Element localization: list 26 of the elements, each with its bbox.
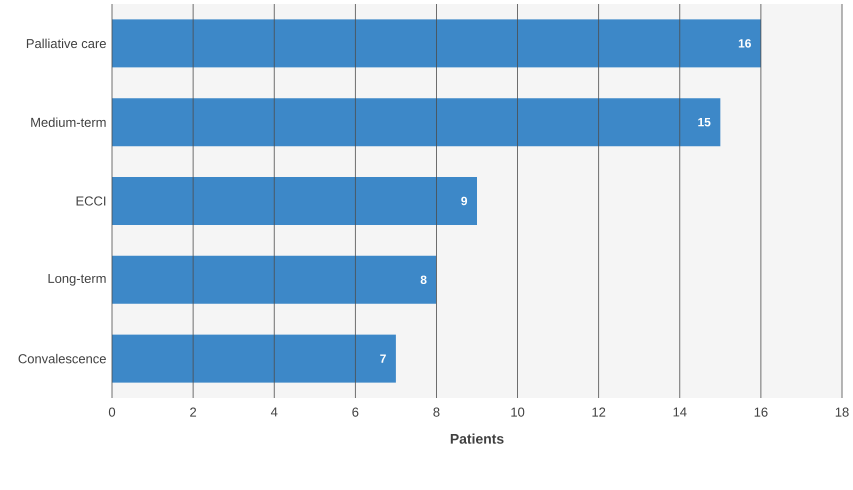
y-tick-label: Long-term	[48, 274, 106, 286]
x-tick-label: 2	[190, 408, 196, 417]
x-tick-label: 0	[108, 408, 116, 417]
data-label: 16	[738, 39, 751, 48]
y-tick-label: Medium-term	[31, 117, 106, 127]
x-tick-label: 10	[511, 408, 524, 417]
x-axis-title: Patients	[450, 434, 504, 444]
data-label: 7	[380, 354, 386, 363]
y-tick-label: Palliative care	[26, 38, 106, 48]
bar	[112, 177, 478, 226]
bar	[112, 256, 436, 304]
y-tick-label: ECCI	[76, 196, 106, 206]
x-tick-label: 16	[754, 408, 768, 417]
bar	[112, 98, 720, 146]
x-tick-label: 4	[270, 408, 278, 416]
x-tick-label: 18	[836, 408, 849, 417]
x-tick-label: 12	[592, 408, 606, 417]
y-tick-label: Convalescence	[18, 354, 106, 364]
x-tick-label: 8	[433, 408, 440, 417]
data-label: 8	[420, 276, 427, 284]
x-tick-label: 14	[674, 408, 687, 416]
bar	[112, 334, 396, 383]
bar	[112, 19, 761, 68]
x-tick-label: 6	[352, 408, 358, 417]
data-label: 9	[461, 196, 468, 206]
data-label: 15	[698, 118, 710, 126]
